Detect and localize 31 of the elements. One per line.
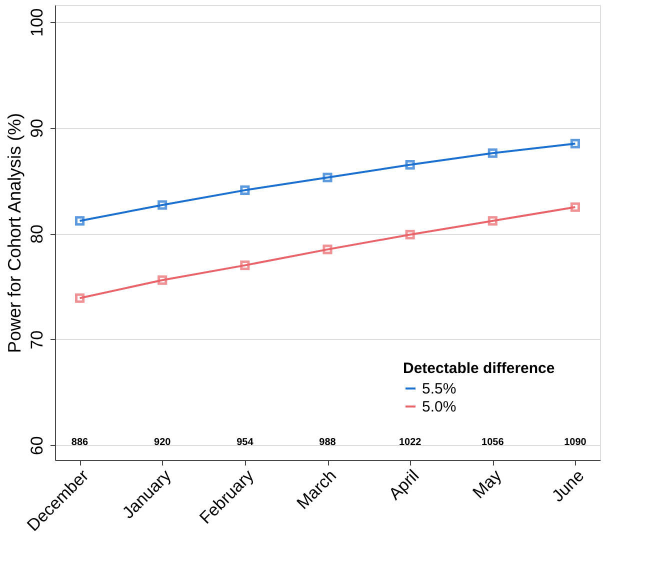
- point: [240, 260, 250, 270]
- annotation: 988: [319, 437, 336, 448]
- x-tick-label: May: [469, 466, 506, 502]
- legend-label: 5.5%: [422, 380, 456, 398]
- y-tick-label: 100: [28, 8, 46, 37]
- y-tick-label: 80: [28, 224, 46, 244]
- point: [322, 244, 332, 254]
- point: [570, 138, 580, 148]
- point: [405, 160, 415, 170]
- point: [570, 202, 580, 212]
- point: [158, 200, 168, 210]
- point: [322, 172, 332, 182]
- annotation: 954: [236, 437, 254, 448]
- point: [405, 230, 415, 240]
- y-tick-label: 90: [28, 118, 46, 138]
- annotation: 920: [154, 437, 172, 448]
- annotation: 1022: [398, 437, 422, 448]
- point: [74, 293, 85, 303]
- annotation: 1056: [482, 437, 504, 448]
- point: [240, 185, 250, 195]
- point: [74, 216, 85, 226]
- point: [158, 275, 168, 285]
- y-axis-title: Power for Cohort Analysis (%): [4, 112, 24, 354]
- point: [488, 148, 498, 158]
- y-tick-label: 70: [28, 330, 46, 350]
- annotation: 1090: [564, 437, 587, 448]
- legend-label: 5.0%: [422, 398, 456, 416]
- legend-title: Detectable difference: [403, 360, 555, 377]
- annotation: 886: [71, 437, 89, 448]
- point: [488, 216, 498, 226]
- y-tick-label: 60: [28, 436, 46, 456]
